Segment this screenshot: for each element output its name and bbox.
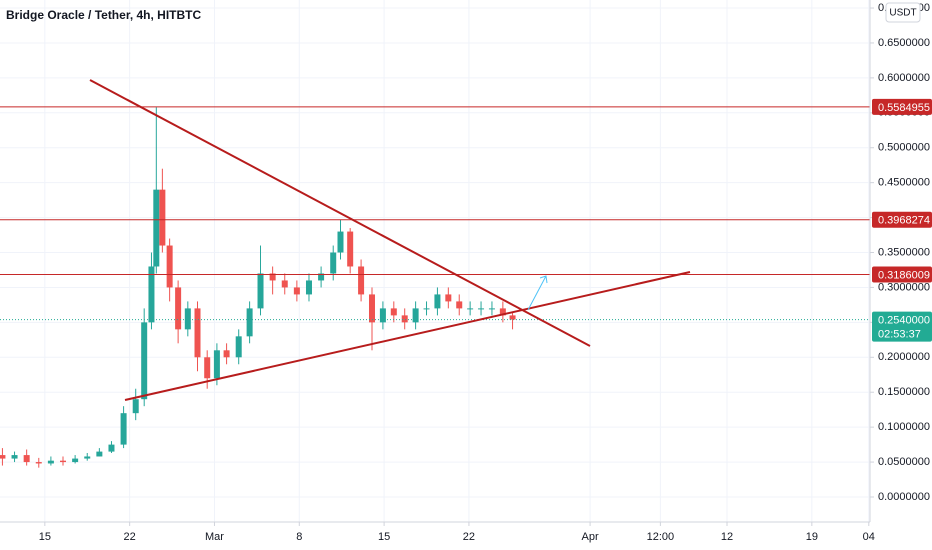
candle-body	[305, 280, 312, 295]
x-tick-label: 15	[39, 531, 51, 543]
candle-body	[132, 399, 139, 414]
candle-body	[379, 308, 386, 323]
candle-body	[213, 350, 220, 379]
candle-body	[412, 308, 419, 323]
level-label-box	[872, 211, 932, 228]
candle-body	[478, 308, 485, 310]
candle-body	[60, 460, 67, 463]
candle-body	[330, 252, 337, 274]
candle-body	[184, 308, 191, 330]
candle-body	[401, 315, 408, 323]
y-tick-label: 0.3000000	[878, 281, 930, 293]
x-tick-label: 22	[124, 531, 136, 543]
candle-body	[148, 266, 155, 323]
x-tick-label: Apr	[582, 531, 599, 543]
candle-body	[445, 294, 452, 302]
candle-body	[318, 273, 325, 281]
level-label: 0.3968274	[878, 215, 930, 227]
candle-body	[269, 273, 276, 281]
candle-body	[434, 294, 441, 309]
candle-body	[47, 460, 54, 464]
candle-body	[223, 350, 230, 358]
y-tick-label: 0.2000000	[878, 351, 930, 363]
candle-body	[204, 357, 211, 379]
candle-body	[159, 189, 166, 246]
trendline	[124, 271, 691, 401]
candle-body	[120, 413, 127, 445]
currency: USDT	[889, 8, 916, 19]
y-tick-label: 0.1500000	[878, 386, 930, 398]
candle-body	[153, 189, 160, 267]
candle-body	[175, 287, 182, 330]
candle-body	[246, 308, 253, 337]
y-tick-label: 0.4500000	[878, 177, 930, 189]
y-tick-label: 0.1000000	[878, 421, 930, 433]
level-label: 0.3186009	[878, 269, 930, 281]
candle-body	[96, 451, 103, 457]
candle-body	[293, 287, 300, 295]
candle-body	[0, 455, 6, 459]
candle-body	[72, 458, 79, 463]
candle-body	[358, 266, 365, 295]
candle-body	[281, 280, 288, 288]
candle-body	[23, 455, 30, 463]
candle-body	[347, 231, 354, 267]
candle-body	[235, 336, 242, 358]
candle-body	[194, 308, 201, 358]
x-tick-label: 8	[296, 531, 302, 543]
candle-body	[467, 308, 474, 310]
candle-body	[499, 308, 506, 316]
level-label: 0.5584955	[878, 102, 930, 114]
level-label-box	[872, 266, 932, 283]
candle-body	[423, 308, 430, 310]
candle-body	[35, 462, 42, 464]
candle-body	[488, 308, 495, 310]
last-price-box	[872, 311, 932, 342]
candle-body	[108, 444, 115, 452]
x-tick-label: 12	[721, 531, 733, 543]
candle-body	[456, 301, 463, 309]
level-label-box	[872, 98, 932, 115]
candle-body	[368, 294, 375, 323]
y-tick-label: 0.3500000	[878, 246, 930, 258]
y-tick-label: 0.5000000	[878, 142, 930, 154]
trendline	[89, 79, 591, 347]
x-tick-label: 12:00	[647, 531, 675, 543]
candle-body	[509, 315, 516, 320]
x-tick-label: 04	[863, 531, 875, 543]
candle-body	[84, 456, 91, 459]
y-tick-label: 0.6500000	[878, 37, 930, 49]
x-tick-label: Mar	[205, 531, 224, 543]
candle-body	[11, 455, 18, 459]
candle-body	[257, 273, 264, 309]
candle-body	[390, 308, 397, 316]
candle-body	[166, 245, 173, 288]
arrow	[527, 275, 548, 311]
x-tick-label: 15	[378, 531, 390, 543]
candles	[0, 106, 870, 468]
currency-box[interactable]	[885, 2, 921, 23]
candle-body	[141, 322, 148, 400]
candle-body	[337, 231, 344, 253]
y-tick-label: 0.6000000	[878, 72, 930, 84]
x-tick-label: 22	[463, 531, 475, 543]
chart-title: Bridge Oracle / Tether, 4h, HITBTC	[6, 8, 201, 22]
last-price-label: 0.2540000	[878, 314, 930, 326]
countdown: 02:53:37	[878, 328, 921, 340]
y-tick-label: 0.0000000	[878, 491, 930, 503]
y-tick-label: 0.0500000	[878, 456, 930, 468]
x-tick-label: 19	[806, 531, 818, 543]
